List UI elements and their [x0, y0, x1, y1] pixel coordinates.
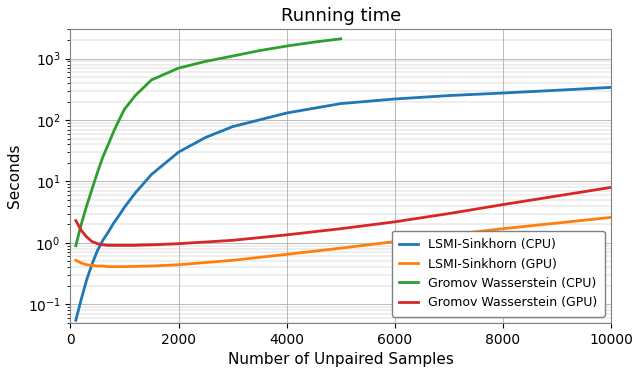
Gromov Wasserstein (GPU) — [77, 228, 85, 233]
LSMI-Sinkhorn (CPU) — [202, 135, 209, 140]
LSMI-Sinkhorn (GPU) — [88, 263, 96, 268]
Gromov Wasserstein (GPU) — [391, 220, 399, 224]
LSMI-Sinkhorn (CPU) — [104, 230, 112, 234]
Line: LSMI-Sinkhorn (CPU): LSMI-Sinkhorn (CPU) — [76, 88, 611, 320]
Gromov Wasserstein (CPU) — [77, 222, 85, 227]
Gromov Wasserstein (CPU) — [93, 170, 101, 175]
LSMI-Sinkhorn (CPU) — [337, 101, 344, 106]
Gromov Wasserstein (CPU) — [175, 66, 182, 70]
Gromov Wasserstein (CPU) — [104, 142, 112, 147]
LSMI-Sinkhorn (GPU) — [553, 221, 561, 225]
LSMI-Sinkhorn (CPU) — [131, 191, 139, 195]
LSMI-Sinkhorn (GPU) — [104, 264, 112, 269]
Gromov Wasserstein (CPU) — [310, 40, 317, 45]
Gromov Wasserstein (CPU) — [337, 37, 344, 41]
Gromov Wasserstein (GPU) — [148, 243, 156, 247]
Line: Gromov Wasserstein (GPU): Gromov Wasserstein (GPU) — [76, 187, 611, 245]
Gromov Wasserstein (GPU) — [110, 243, 118, 248]
Gromov Wasserstein (GPU) — [104, 243, 112, 248]
Gromov Wasserstein (GPU) — [553, 194, 561, 198]
Gromov Wasserstein (GPU) — [499, 202, 507, 207]
Gromov Wasserstein (GPU) — [228, 238, 236, 243]
LSMI-Sinkhorn (GPU) — [148, 264, 156, 268]
Gromov Wasserstein (CPU) — [283, 44, 291, 48]
Gromov Wasserstein (CPU) — [88, 187, 96, 191]
Gromov Wasserstein (CPU) — [120, 107, 128, 111]
Gromov Wasserstein (GPU) — [99, 243, 107, 247]
Gromov Wasserstein (GPU) — [283, 233, 291, 237]
Gromov Wasserstein (GPU) — [83, 234, 90, 239]
Gromov Wasserstein (CPU) — [99, 155, 107, 159]
LSMI-Sinkhorn (CPU) — [499, 91, 507, 95]
LSMI-Sinkhorn (GPU) — [72, 258, 79, 263]
Gromov Wasserstein (GPU) — [88, 239, 96, 244]
Gromov Wasserstein (CPU) — [110, 129, 118, 134]
LSMI-Sinkhorn (GPU) — [99, 264, 107, 268]
LSMI-Sinkhorn (GPU) — [283, 252, 291, 257]
LSMI-Sinkhorn (CPU) — [99, 238, 107, 243]
LSMI-Sinkhorn (CPU) — [83, 278, 90, 282]
LSMI-Sinkhorn (GPU) — [445, 233, 452, 237]
LSMI-Sinkhorn (GPU) — [93, 264, 101, 268]
Gromov Wasserstein (GPU) — [445, 211, 452, 216]
LSMI-Sinkhorn (CPU) — [175, 150, 182, 154]
LSMI-Sinkhorn (GPU) — [499, 227, 507, 231]
LSMI-Sinkhorn (CPU) — [88, 262, 96, 266]
LSMI-Sinkhorn (CPU) — [553, 88, 561, 92]
LSMI-Sinkhorn (GPU) — [175, 263, 182, 267]
LSMI-Sinkhorn (CPU) — [72, 318, 79, 322]
LSMI-Sinkhorn (CPU) — [120, 205, 128, 209]
LSMI-Sinkhorn (CPU) — [445, 94, 452, 98]
LSMI-Sinkhorn (GPU) — [391, 239, 399, 244]
Gromov Wasserstein (GPU) — [137, 243, 145, 247]
Gromov Wasserstein (CPU) — [148, 78, 156, 82]
LSMI-Sinkhorn (CPU) — [148, 172, 156, 177]
Gromov Wasserstein (GPU) — [93, 242, 101, 246]
LSMI-Sinkhorn (CPU) — [228, 125, 236, 129]
Line: Gromov Wasserstein (CPU): Gromov Wasserstein (CPU) — [76, 39, 340, 246]
Gromov Wasserstein (GPU) — [115, 243, 123, 248]
Gromov Wasserstein (GPU) — [607, 185, 615, 190]
Gromov Wasserstein (GPU) — [72, 218, 79, 223]
Gromov Wasserstein (CPU) — [256, 48, 264, 53]
LSMI-Sinkhorn (CPU) — [607, 85, 615, 90]
Gromov Wasserstein (GPU) — [175, 242, 182, 246]
LSMI-Sinkhorn (CPU) — [93, 248, 101, 253]
LSMI-Sinkhorn (CPU) — [283, 111, 291, 115]
Gromov Wasserstein (GPU) — [126, 243, 134, 248]
LSMI-Sinkhorn (GPU) — [110, 264, 118, 269]
X-axis label: Number of Unpaired Samples: Number of Unpaired Samples — [228, 352, 454, 367]
Gromov Wasserstein (CPU) — [202, 59, 209, 64]
Gromov Wasserstein (GPU) — [337, 227, 344, 231]
Gromov Wasserstein (GPU) — [120, 243, 128, 248]
LSMI-Sinkhorn (CPU) — [391, 97, 399, 101]
LSMI-Sinkhorn (CPU) — [77, 297, 85, 302]
Gromov Wasserstein (GPU) — [131, 243, 139, 248]
LSMI-Sinkhorn (CPU) — [110, 221, 118, 225]
Gromov Wasserstein (CPU) — [83, 203, 90, 208]
LSMI-Sinkhorn (GPU) — [228, 258, 236, 263]
Gromov Wasserstein (CPU) — [228, 54, 236, 58]
LSMI-Sinkhorn (GPU) — [120, 264, 128, 269]
LSMI-Sinkhorn (GPU) — [337, 246, 344, 251]
Y-axis label: Seconds: Seconds — [7, 144, 22, 208]
Line: LSMI-Sinkhorn (GPU): LSMI-Sinkhorn (GPU) — [76, 217, 611, 267]
Legend: LSMI-Sinkhorn (CPU), LSMI-Sinkhorn (GPU), Gromov Wasserstein (CPU), Gromov Wasse: LSMI-Sinkhorn (CPU), LSMI-Sinkhorn (GPU)… — [392, 231, 605, 316]
LSMI-Sinkhorn (GPU) — [607, 215, 615, 220]
Title: Running time: Running time — [280, 7, 401, 25]
LSMI-Sinkhorn (GPU) — [77, 261, 85, 265]
LSMI-Sinkhorn (GPU) — [83, 263, 90, 267]
LSMI-Sinkhorn (CPU) — [115, 213, 123, 218]
LSMI-Sinkhorn (GPU) — [115, 264, 123, 269]
Gromov Wasserstein (CPU) — [72, 243, 79, 248]
Gromov Wasserstein (CPU) — [131, 94, 139, 98]
Gromov Wasserstein (CPU) — [115, 118, 123, 122]
